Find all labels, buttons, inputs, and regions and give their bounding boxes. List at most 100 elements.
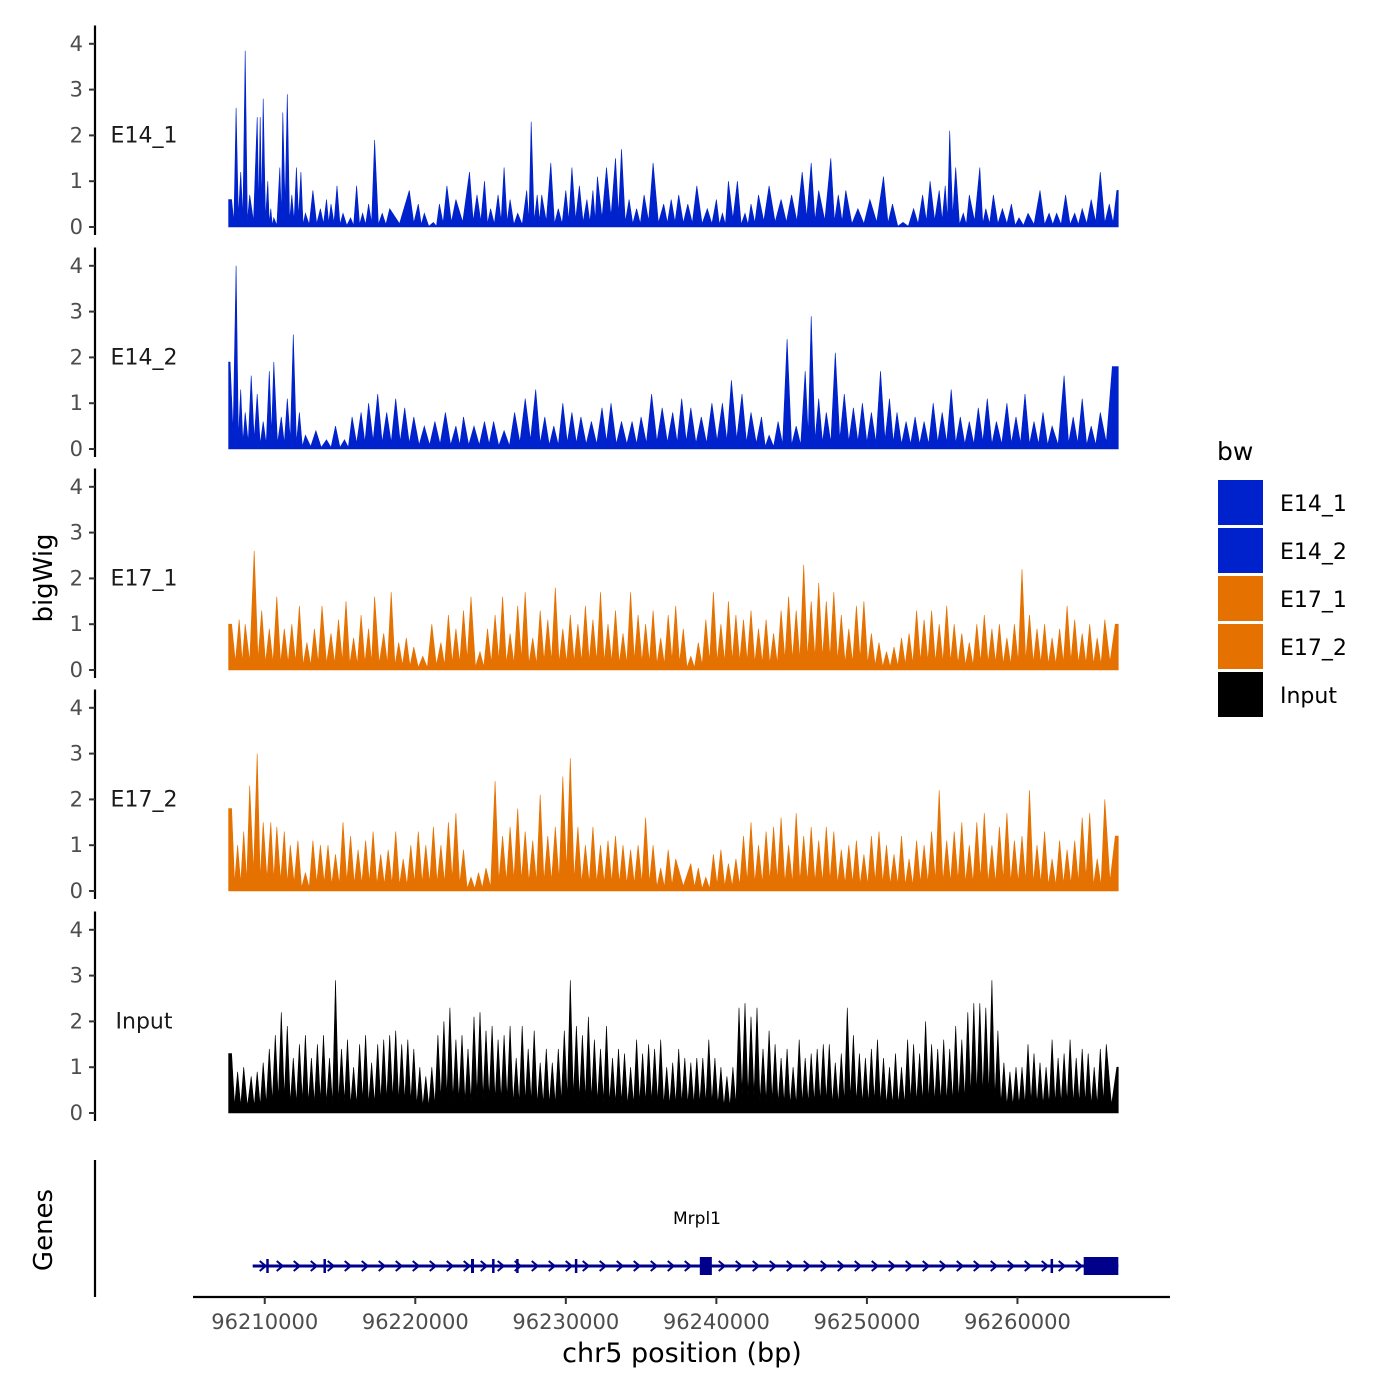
signal-area	[228, 550, 1119, 671]
strand-arrow	[854, 1260, 863, 1272]
exon	[470, 1259, 474, 1273]
y-tick-label: 1	[70, 391, 83, 415]
strand-arrow	[684, 1260, 693, 1272]
x-tick-label: 96230000	[512, 1310, 619, 1334]
strand-arrow	[990, 1260, 999, 1272]
y-tick-label: 2	[70, 566, 83, 590]
strand-arrow	[395, 1260, 404, 1272]
strand-arrow	[837, 1260, 846, 1272]
strand-arrow	[480, 1260, 489, 1272]
track-e17-1: 0 1 2 3 4 E17_1	[70, 468, 1119, 682]
x-tick-label: 96250000	[813, 1310, 920, 1334]
y-tick-label: 0	[70, 879, 83, 903]
strand-arrow	[582, 1260, 591, 1272]
x-axis-title: chr5 position (bp)	[562, 1338, 802, 1369]
exon	[492, 1259, 495, 1273]
strand-arrow	[1041, 1260, 1050, 1272]
signal-area	[228, 753, 1119, 892]
strand-arrow	[497, 1260, 506, 1272]
y-tick-label: 4	[70, 918, 83, 942]
exon	[574, 1259, 578, 1273]
y-tick-label: 0	[70, 658, 83, 682]
x-tick-label: 96260000	[964, 1310, 1071, 1334]
strand-arrow	[565, 1260, 574, 1272]
x-tick-label: 96210000	[211, 1310, 318, 1334]
y-tick-label: 2	[70, 345, 83, 369]
legend-label: E17_1	[1280, 588, 1347, 613]
y-axis-title: bigWig	[29, 533, 59, 622]
exon	[516, 1259, 519, 1273]
legend-swatch-input	[1218, 672, 1263, 717]
y-tick-label: 4	[70, 254, 83, 278]
legend-swatch-e17-2	[1218, 624, 1263, 669]
strand-arrow	[803, 1260, 812, 1272]
genes-panel-title: Genes	[29, 1189, 59, 1271]
strand-arrow	[276, 1260, 285, 1272]
y-tick-label: 1	[70, 1055, 83, 1079]
legend-label: E14_1	[1280, 492, 1347, 517]
strand-arrow	[939, 1260, 948, 1272]
track-e14-1: 0 1 2 3 4 E14_1	[70, 25, 1119, 239]
strand-arrow	[361, 1260, 370, 1272]
exon	[1050, 1259, 1054, 1273]
track-label: E17_1	[111, 566, 178, 591]
legend-title: bw	[1217, 437, 1253, 466]
strand-arrow	[259, 1260, 268, 1272]
strand-arrow	[463, 1260, 472, 1272]
gene-name-label: Mrpl1	[673, 1209, 721, 1229]
strand-arrow	[650, 1260, 659, 1272]
legend-swatch-e14-2	[1218, 528, 1263, 573]
strand-arrow	[735, 1260, 744, 1272]
exon	[1083, 1257, 1119, 1275]
strand-arrow	[412, 1260, 421, 1272]
strand-arrow	[344, 1260, 353, 1272]
strand-arrow	[1058, 1260, 1067, 1272]
y-tick-label: 0	[70, 1101, 83, 1125]
legend-swatch-e17-1	[1218, 576, 1263, 621]
strand-arrow	[752, 1260, 761, 1272]
y-tick-label: 4	[70, 475, 83, 499]
strand-arrow	[871, 1260, 880, 1272]
bigwig-tracks: 0 1 2 3 4 E14_1 0 1 2 3 4 E14_2 0 1 2 3 4 E17_1 0 1 2 3 4 E17_2…	[70, 25, 1119, 1125]
strand-arrow	[769, 1260, 778, 1272]
gene-panel: Mrpl1	[93, 1160, 1119, 1297]
track-label: E14_1	[111, 123, 178, 148]
x-tick-label: 96240000	[663, 1310, 770, 1334]
strand-arrow	[1007, 1260, 1016, 1272]
track-label: E17_2	[111, 787, 178, 812]
strand-arrow	[888, 1260, 897, 1272]
strand-arrow	[378, 1260, 387, 1272]
legend-label: Input	[1280, 684, 1337, 709]
exon	[699, 1257, 712, 1275]
legend-label: E17_2	[1280, 636, 1347, 661]
y-tick-label: 3	[70, 78, 83, 102]
strand-arrow	[310, 1260, 319, 1272]
track-label: Input	[116, 1009, 173, 1034]
y-tick-label: 0	[70, 215, 83, 239]
strand-arrow	[922, 1260, 931, 1272]
x-tick-label: 96220000	[362, 1310, 469, 1334]
strand-arrow	[327, 1260, 336, 1272]
y-tick-label: 3	[70, 300, 83, 324]
signal-area	[228, 50, 1119, 228]
exon	[266, 1259, 269, 1273]
exon	[323, 1259, 326, 1273]
y-tick-label: 3	[70, 742, 83, 766]
strand-arrow	[667, 1260, 676, 1272]
strand-arrow	[633, 1260, 642, 1272]
signal-area	[228, 265, 1119, 450]
y-tick-label: 1	[70, 833, 83, 857]
legend-label: E14_2	[1280, 540, 1347, 565]
strand-arrow	[616, 1260, 625, 1272]
strand-arrow	[1024, 1260, 1033, 1272]
y-tick-label: 3	[70, 521, 83, 545]
strand-arrow	[429, 1260, 438, 1272]
track-e14-2: 0 1 2 3 4 E14_2	[70, 247, 1119, 461]
y-tick-label: 0	[70, 437, 83, 461]
track-input: 0 1 2 3 4 Input	[70, 911, 1119, 1125]
track-label: E14_2	[111, 345, 178, 370]
y-tick-label: 2	[70, 123, 83, 147]
y-tick-label: 1	[70, 169, 83, 193]
strand-arrow	[905, 1260, 914, 1272]
strand-arrow	[820, 1260, 829, 1272]
